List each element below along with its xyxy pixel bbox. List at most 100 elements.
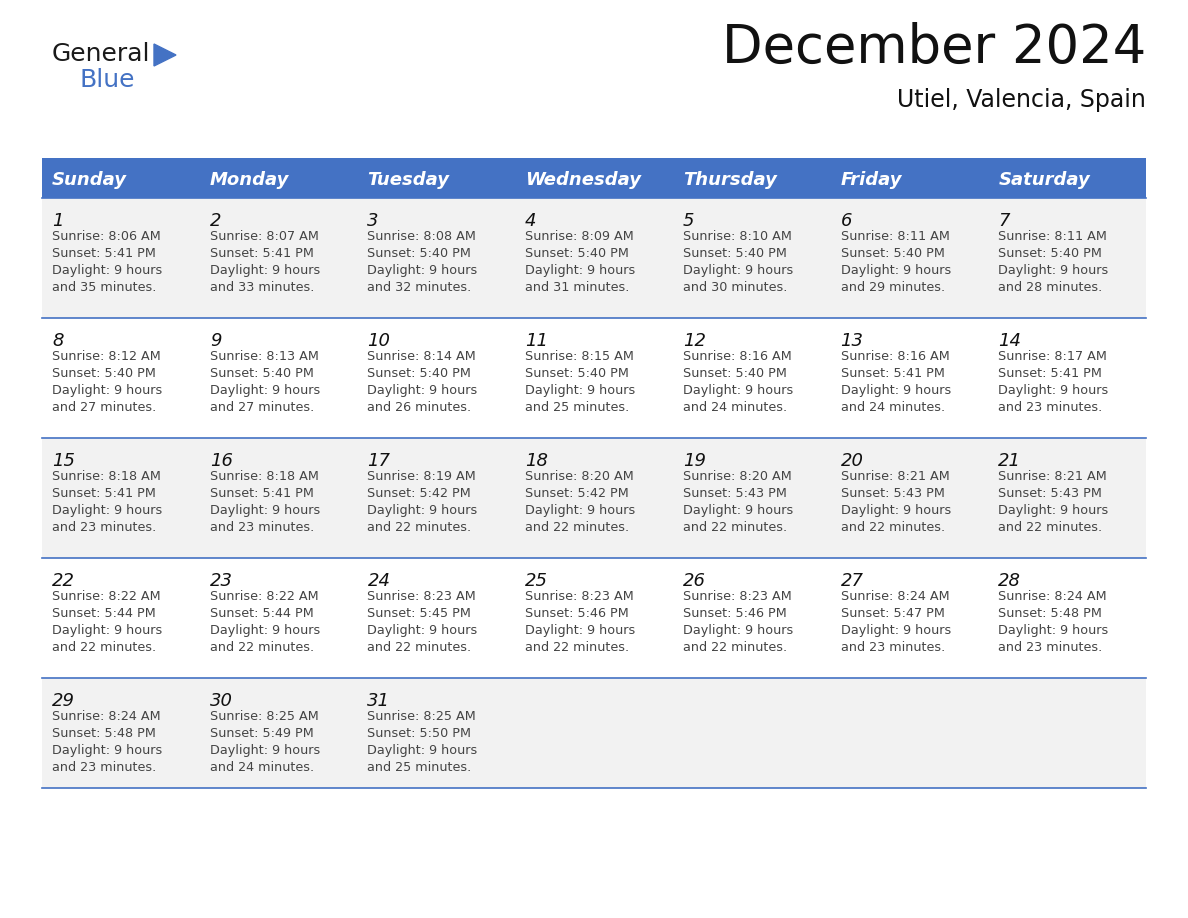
Text: Daylight: 9 hours: Daylight: 9 hours bbox=[52, 384, 163, 397]
Text: Daylight: 9 hours: Daylight: 9 hours bbox=[525, 624, 636, 637]
Text: Sunrise: 8:24 AM: Sunrise: 8:24 AM bbox=[998, 590, 1107, 603]
Text: 27: 27 bbox=[841, 572, 864, 590]
Text: 26: 26 bbox=[683, 572, 706, 590]
Text: 1: 1 bbox=[52, 212, 63, 230]
Text: Sunset: 5:48 PM: Sunset: 5:48 PM bbox=[52, 727, 156, 740]
Text: and 22 minutes.: and 22 minutes. bbox=[683, 641, 786, 654]
Text: Friday: Friday bbox=[841, 171, 902, 189]
Text: Daylight: 9 hours: Daylight: 9 hours bbox=[210, 624, 320, 637]
Text: Sunset: 5:44 PM: Sunset: 5:44 PM bbox=[210, 607, 314, 620]
Text: Sunrise: 8:18 AM: Sunrise: 8:18 AM bbox=[210, 470, 318, 483]
Text: 28: 28 bbox=[998, 572, 1022, 590]
Text: Sunrise: 8:23 AM: Sunrise: 8:23 AM bbox=[683, 590, 791, 603]
Text: Daylight: 9 hours: Daylight: 9 hours bbox=[210, 384, 320, 397]
Text: Daylight: 9 hours: Daylight: 9 hours bbox=[367, 264, 478, 277]
Text: 19: 19 bbox=[683, 452, 706, 470]
Text: Monday: Monday bbox=[210, 171, 289, 189]
Text: Sunrise: 8:20 AM: Sunrise: 8:20 AM bbox=[683, 470, 791, 483]
Text: Sunrise: 8:19 AM: Sunrise: 8:19 AM bbox=[367, 470, 476, 483]
Text: 3: 3 bbox=[367, 212, 379, 230]
Text: Sunset: 5:40 PM: Sunset: 5:40 PM bbox=[367, 367, 472, 380]
Text: and 25 minutes.: and 25 minutes. bbox=[367, 761, 472, 774]
Text: Sunrise: 8:11 AM: Sunrise: 8:11 AM bbox=[841, 230, 949, 243]
Text: 18: 18 bbox=[525, 452, 548, 470]
Text: 2: 2 bbox=[210, 212, 221, 230]
Text: Sunset: 5:41 PM: Sunset: 5:41 PM bbox=[52, 487, 156, 500]
Text: Sunset: 5:40 PM: Sunset: 5:40 PM bbox=[683, 367, 786, 380]
Text: Saturday: Saturday bbox=[998, 171, 1091, 189]
Text: Sunrise: 8:21 AM: Sunrise: 8:21 AM bbox=[998, 470, 1107, 483]
Text: Sunday: Sunday bbox=[52, 171, 127, 189]
Text: Daylight: 9 hours: Daylight: 9 hours bbox=[525, 384, 636, 397]
Text: Sunrise: 8:23 AM: Sunrise: 8:23 AM bbox=[525, 590, 634, 603]
Text: Sunset: 5:42 PM: Sunset: 5:42 PM bbox=[525, 487, 628, 500]
Text: Sunset: 5:41 PM: Sunset: 5:41 PM bbox=[998, 367, 1102, 380]
Text: Daylight: 9 hours: Daylight: 9 hours bbox=[210, 504, 320, 517]
Text: Daylight: 9 hours: Daylight: 9 hours bbox=[367, 384, 478, 397]
Text: 29: 29 bbox=[52, 692, 75, 710]
Text: and 22 minutes.: and 22 minutes. bbox=[998, 521, 1102, 534]
Text: Daylight: 9 hours: Daylight: 9 hours bbox=[52, 264, 163, 277]
Text: and 25 minutes.: and 25 minutes. bbox=[525, 401, 630, 414]
Text: Tuesday: Tuesday bbox=[367, 171, 449, 189]
Text: Sunrise: 8:08 AM: Sunrise: 8:08 AM bbox=[367, 230, 476, 243]
Text: and 22 minutes.: and 22 minutes. bbox=[367, 641, 472, 654]
Text: Sunset: 5:40 PM: Sunset: 5:40 PM bbox=[525, 367, 628, 380]
Bar bbox=[42, 318, 1146, 438]
Text: Daylight: 9 hours: Daylight: 9 hours bbox=[998, 264, 1108, 277]
Text: Sunrise: 8:24 AM: Sunrise: 8:24 AM bbox=[841, 590, 949, 603]
Text: and 22 minutes.: and 22 minutes. bbox=[52, 641, 156, 654]
Text: 4: 4 bbox=[525, 212, 537, 230]
Text: and 22 minutes.: and 22 minutes. bbox=[841, 521, 944, 534]
Text: 21: 21 bbox=[998, 452, 1022, 470]
Text: Daylight: 9 hours: Daylight: 9 hours bbox=[998, 624, 1108, 637]
Text: Daylight: 9 hours: Daylight: 9 hours bbox=[367, 624, 478, 637]
Text: December 2024: December 2024 bbox=[722, 22, 1146, 74]
Text: and 27 minutes.: and 27 minutes. bbox=[210, 401, 314, 414]
Text: Sunrise: 8:11 AM: Sunrise: 8:11 AM bbox=[998, 230, 1107, 243]
Text: Sunrise: 8:17 AM: Sunrise: 8:17 AM bbox=[998, 350, 1107, 363]
Text: Daylight: 9 hours: Daylight: 9 hours bbox=[841, 504, 950, 517]
Text: Sunrise: 8:25 AM: Sunrise: 8:25 AM bbox=[367, 710, 476, 723]
Text: 23: 23 bbox=[210, 572, 233, 590]
Text: Sunrise: 8:07 AM: Sunrise: 8:07 AM bbox=[210, 230, 318, 243]
Text: General: General bbox=[52, 42, 151, 66]
Text: Sunset: 5:44 PM: Sunset: 5:44 PM bbox=[52, 607, 156, 620]
Bar bbox=[42, 438, 1146, 558]
Text: 15: 15 bbox=[52, 452, 75, 470]
Text: 5: 5 bbox=[683, 212, 694, 230]
Text: Daylight: 9 hours: Daylight: 9 hours bbox=[841, 384, 950, 397]
Text: Sunrise: 8:06 AM: Sunrise: 8:06 AM bbox=[52, 230, 160, 243]
Bar bbox=[42, 678, 1146, 788]
Text: Sunset: 5:49 PM: Sunset: 5:49 PM bbox=[210, 727, 314, 740]
Text: 10: 10 bbox=[367, 332, 391, 350]
Text: Daylight: 9 hours: Daylight: 9 hours bbox=[525, 504, 636, 517]
Text: Sunset: 5:48 PM: Sunset: 5:48 PM bbox=[998, 607, 1102, 620]
Text: Daylight: 9 hours: Daylight: 9 hours bbox=[683, 264, 794, 277]
Text: Sunset: 5:41 PM: Sunset: 5:41 PM bbox=[210, 247, 314, 260]
Text: and 29 minutes.: and 29 minutes. bbox=[841, 281, 944, 294]
Text: Sunrise: 8:21 AM: Sunrise: 8:21 AM bbox=[841, 470, 949, 483]
Text: 20: 20 bbox=[841, 452, 864, 470]
Text: Sunrise: 8:22 AM: Sunrise: 8:22 AM bbox=[210, 590, 318, 603]
Text: Sunrise: 8:16 AM: Sunrise: 8:16 AM bbox=[841, 350, 949, 363]
Text: Sunset: 5:40 PM: Sunset: 5:40 PM bbox=[841, 247, 944, 260]
Text: Sunrise: 8:22 AM: Sunrise: 8:22 AM bbox=[52, 590, 160, 603]
Text: Sunrise: 8:13 AM: Sunrise: 8:13 AM bbox=[210, 350, 318, 363]
Text: Daylight: 9 hours: Daylight: 9 hours bbox=[683, 504, 794, 517]
Text: Sunset: 5:46 PM: Sunset: 5:46 PM bbox=[525, 607, 628, 620]
Text: Daylight: 9 hours: Daylight: 9 hours bbox=[998, 504, 1108, 517]
Text: Sunset: 5:46 PM: Sunset: 5:46 PM bbox=[683, 607, 786, 620]
Text: Sunrise: 8:14 AM: Sunrise: 8:14 AM bbox=[367, 350, 476, 363]
Text: Sunset: 5:50 PM: Sunset: 5:50 PM bbox=[367, 727, 472, 740]
Text: and 22 minutes.: and 22 minutes. bbox=[525, 521, 630, 534]
Text: Daylight: 9 hours: Daylight: 9 hours bbox=[367, 744, 478, 757]
Text: and 23 minutes.: and 23 minutes. bbox=[998, 401, 1102, 414]
Text: Sunset: 5:42 PM: Sunset: 5:42 PM bbox=[367, 487, 472, 500]
Text: Wednesday: Wednesday bbox=[525, 171, 642, 189]
Text: and 23 minutes.: and 23 minutes. bbox=[52, 761, 157, 774]
Text: and 23 minutes.: and 23 minutes. bbox=[998, 641, 1102, 654]
Bar bbox=[42, 198, 1146, 318]
Text: and 26 minutes.: and 26 minutes. bbox=[367, 401, 472, 414]
Text: Daylight: 9 hours: Daylight: 9 hours bbox=[52, 624, 163, 637]
